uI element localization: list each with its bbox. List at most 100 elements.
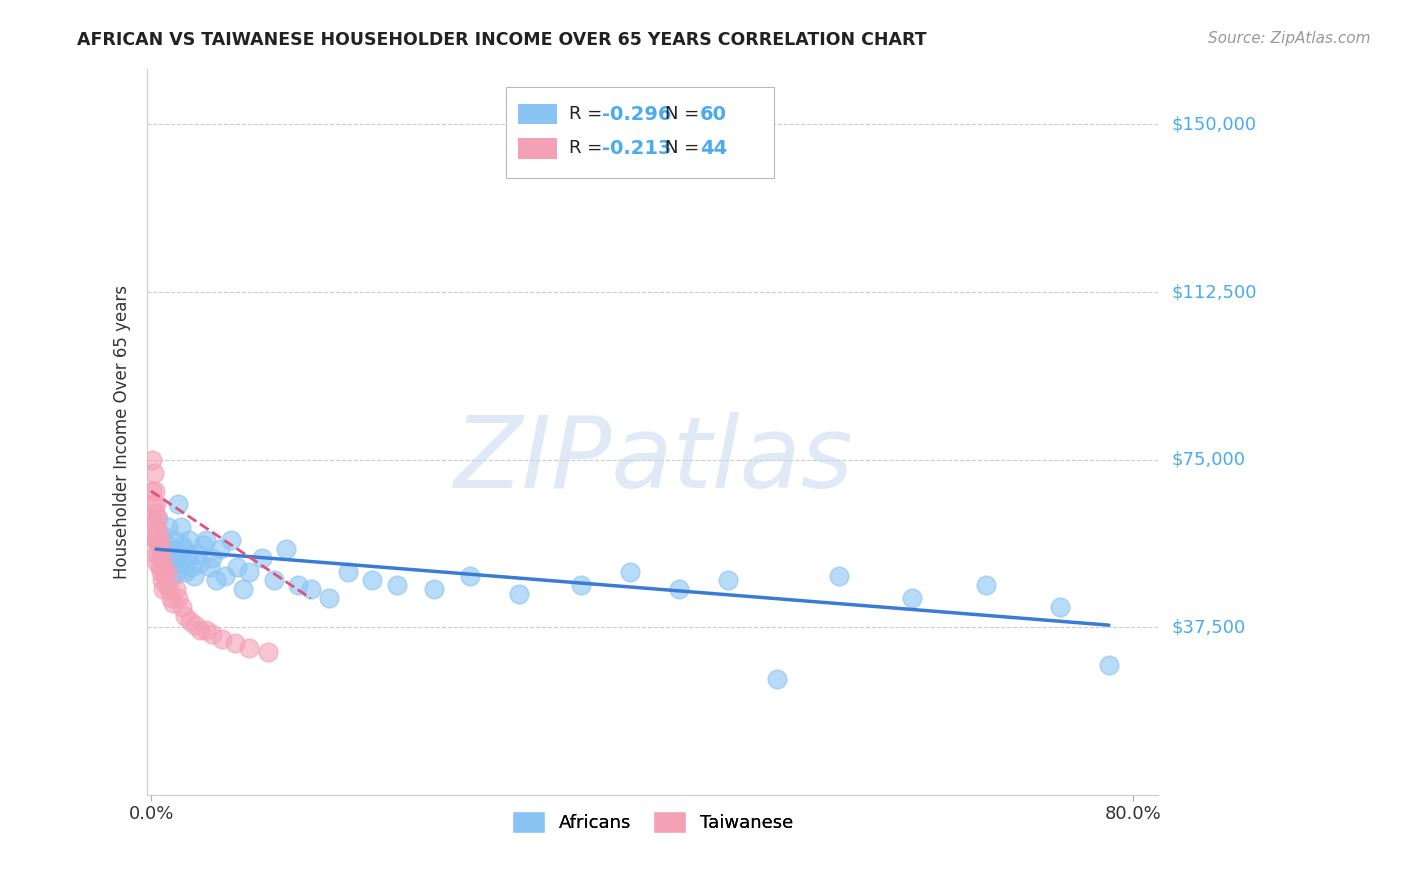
Legend: Africans, Taiwanese: Africans, Taiwanese [505, 804, 800, 840]
Text: -0.296: -0.296 [602, 104, 672, 124]
Point [766, 672, 789, 686]
Point [141, 452, 163, 467]
Point [155, 578, 177, 592]
Point [226, 560, 249, 574]
Point [211, 632, 233, 646]
Point [159, 582, 181, 597]
Point [422, 582, 444, 597]
Point [385, 578, 408, 592]
Text: N =: N = [665, 105, 704, 123]
Point [188, 556, 211, 570]
Point [146, 556, 169, 570]
Point [141, 483, 163, 498]
Point [318, 591, 340, 606]
Point [174, 565, 197, 579]
Point [256, 645, 278, 659]
Point [336, 565, 359, 579]
Point [219, 533, 242, 548]
Point [148, 511, 170, 525]
Point [157, 520, 180, 534]
Point [172, 556, 194, 570]
Point [150, 574, 173, 588]
Point [152, 582, 174, 597]
Text: -0.213: -0.213 [602, 139, 672, 158]
Point [150, 551, 173, 566]
Point [159, 591, 181, 606]
Point [170, 538, 193, 552]
Point [201, 627, 224, 641]
Point [169, 520, 191, 534]
Point [183, 569, 205, 583]
Point [167, 498, 190, 512]
Point [828, 569, 851, 583]
Point [169, 547, 191, 561]
Text: ZIPatlas: ZIPatlas [453, 412, 852, 509]
Point [141, 511, 163, 525]
Point [263, 574, 285, 588]
Point [177, 551, 200, 566]
Point [145, 520, 167, 534]
Text: N =: N = [665, 139, 704, 158]
Point [163, 533, 186, 548]
Point [569, 578, 592, 592]
Point [195, 623, 218, 637]
Point [149, 565, 172, 579]
Text: $150,000: $150,000 [1173, 115, 1257, 134]
Point [361, 574, 384, 588]
Point [238, 640, 260, 655]
Text: AFRICAN VS TAIWANESE HOUSEHOLDER INCOME OVER 65 YEARS CORRELATION CHART: AFRICAN VS TAIWANESE HOUSEHOLDER INCOME … [77, 31, 927, 49]
Point [460, 569, 482, 583]
Point [160, 547, 183, 561]
Text: Source: ZipAtlas.com: Source: ZipAtlas.com [1208, 31, 1371, 46]
Point [152, 560, 174, 574]
Point [170, 600, 193, 615]
Point [250, 551, 273, 566]
Point [186, 547, 208, 561]
Point [145, 547, 167, 561]
Point [162, 596, 184, 610]
Text: $37,500: $37,500 [1173, 618, 1246, 636]
Point [153, 569, 176, 583]
Point [276, 542, 298, 557]
Point [145, 498, 167, 512]
Point [165, 551, 187, 566]
Point [143, 533, 166, 548]
Point [180, 560, 202, 574]
FancyBboxPatch shape [519, 104, 557, 125]
Point [142, 529, 165, 543]
Text: R =: R = [569, 139, 607, 158]
Point [148, 524, 170, 539]
Point [191, 538, 214, 552]
Point [162, 569, 184, 583]
Point [142, 498, 165, 512]
Point [238, 565, 260, 579]
Point [974, 578, 997, 592]
Point [201, 551, 224, 566]
Point [149, 560, 172, 574]
Point [717, 574, 740, 588]
Point [299, 582, 322, 597]
Text: $75,000: $75,000 [1173, 450, 1246, 468]
Point [149, 551, 172, 566]
Text: $112,500: $112,500 [1173, 283, 1257, 301]
Point [159, 556, 181, 570]
Point [188, 623, 211, 637]
FancyBboxPatch shape [506, 87, 773, 178]
Point [195, 533, 218, 548]
Point [208, 542, 231, 557]
Point [1098, 658, 1121, 673]
Point [159, 538, 181, 552]
Point [145, 533, 167, 548]
Point [149, 542, 172, 557]
Point [146, 533, 169, 548]
Point [155, 542, 177, 557]
Point [143, 483, 166, 498]
Point [156, 560, 179, 574]
Point [205, 574, 228, 588]
Point [184, 618, 207, 632]
Point [619, 565, 641, 579]
Point [179, 614, 201, 628]
Point [166, 565, 188, 579]
Point [174, 609, 197, 624]
Point [146, 511, 169, 525]
